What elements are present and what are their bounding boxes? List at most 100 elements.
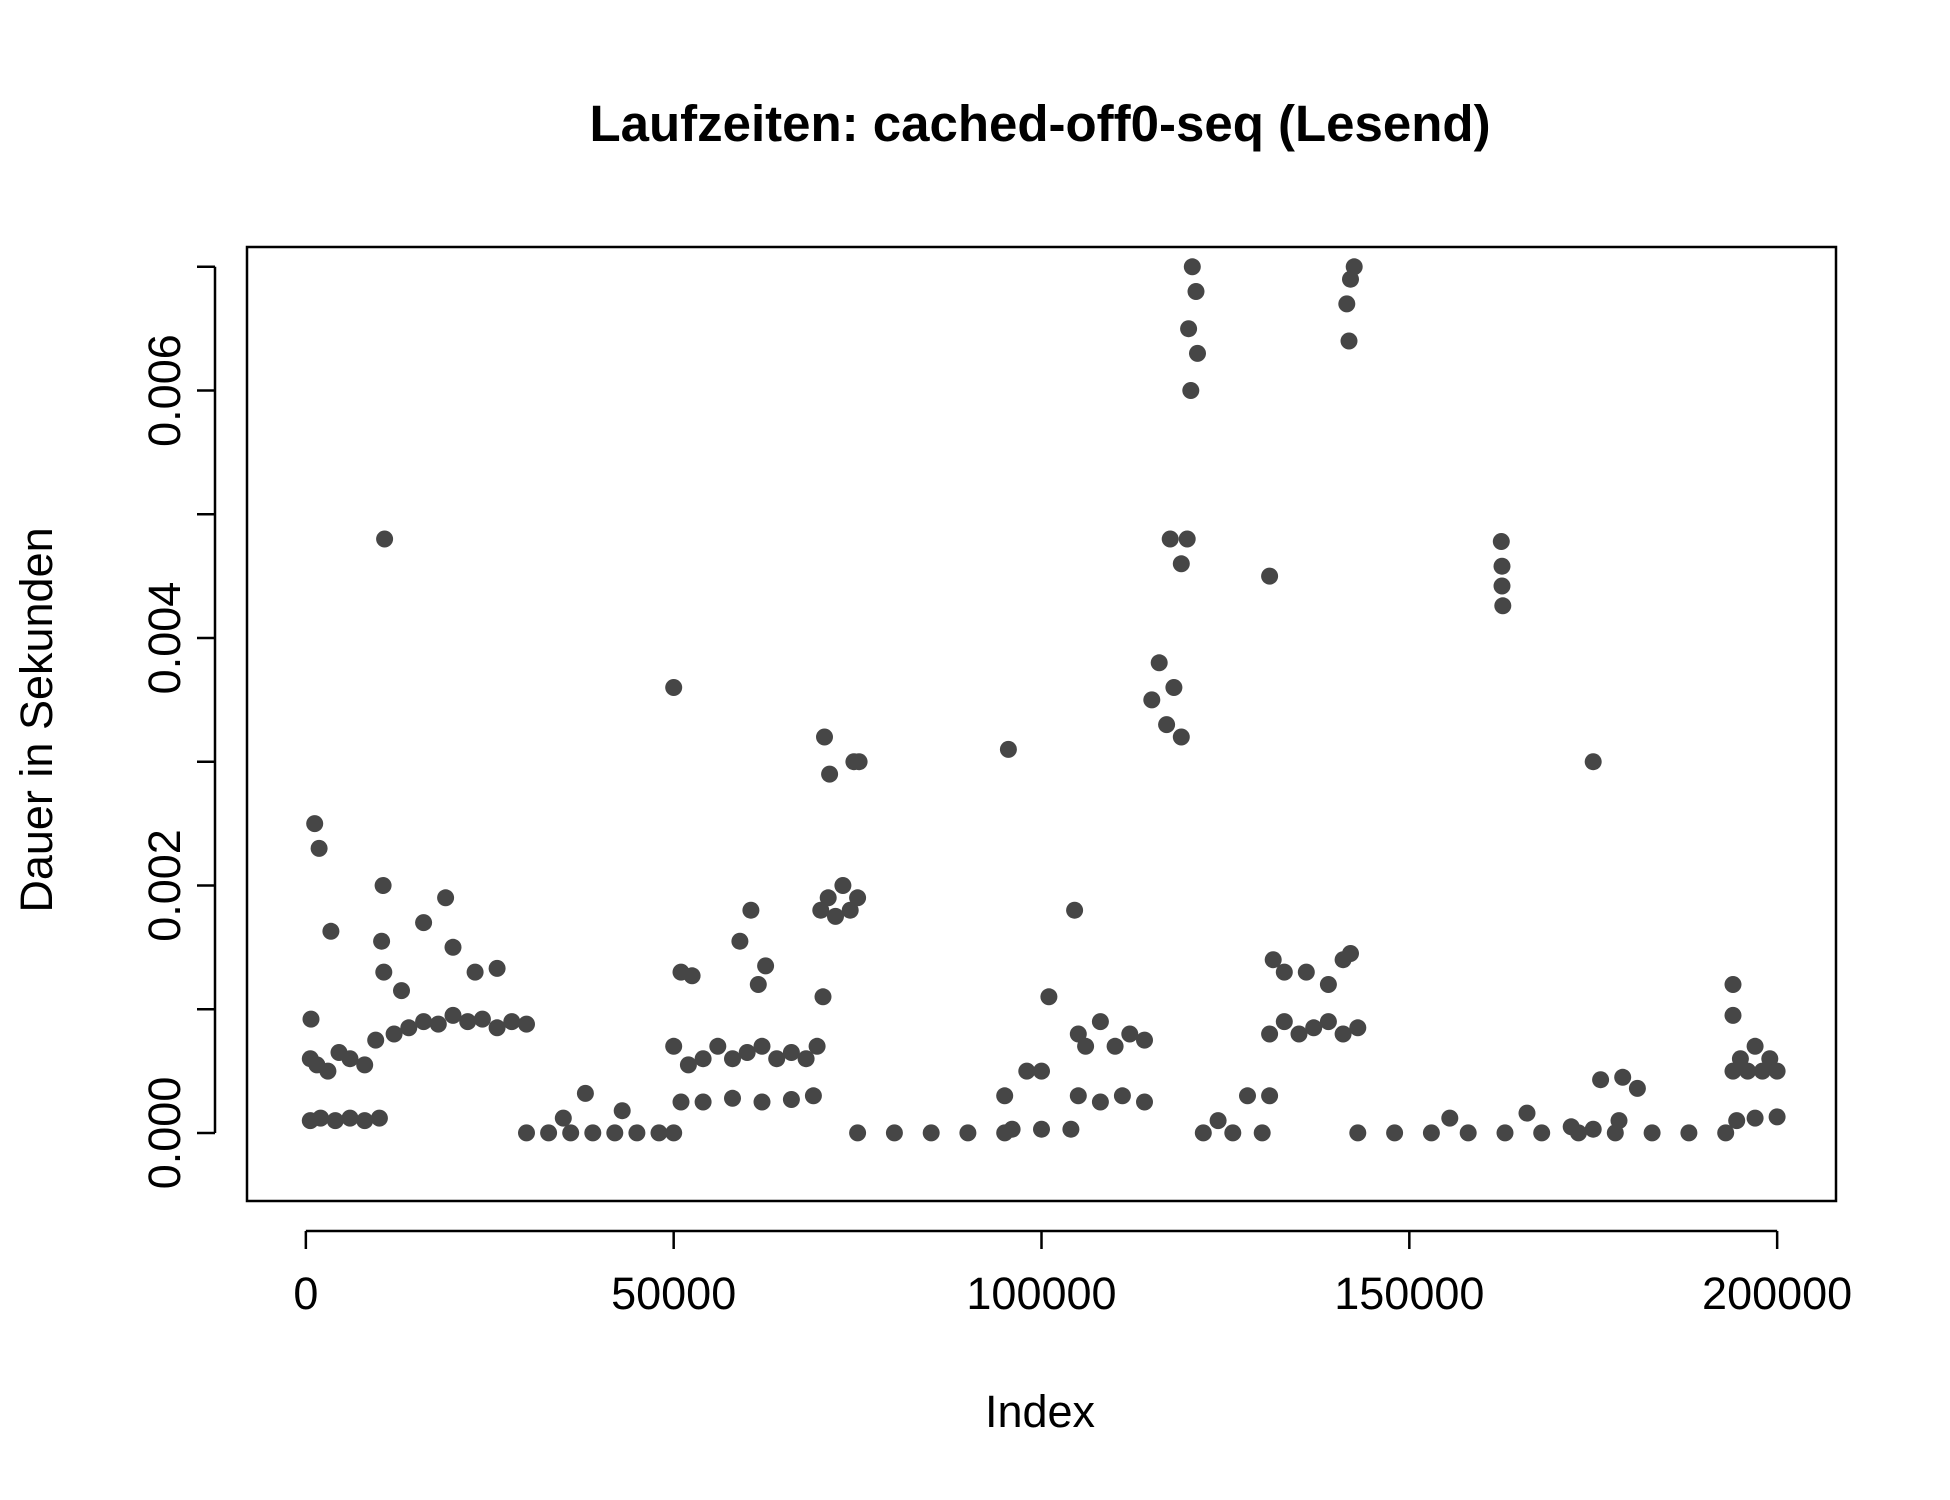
- data-point: [1121, 1025, 1139, 1043]
- data-point: [885, 1124, 903, 1142]
- data-point: [1386, 1124, 1404, 1142]
- data-point: [1066, 901, 1084, 919]
- data-point: [1459, 1124, 1477, 1142]
- data-point: [1136, 1031, 1153, 1049]
- data-point: [1297, 963, 1315, 981]
- data-point: [429, 1015, 447, 1033]
- data-point: [1062, 1120, 1080, 1138]
- data-point: [1180, 320, 1198, 338]
- data-point: [665, 1124, 683, 1142]
- data-point: [679, 1056, 697, 1074]
- data-point: [1592, 1071, 1610, 1089]
- data-point: [709, 1037, 727, 1055]
- data-point: [850, 753, 868, 771]
- data-point: [1717, 1124, 1735, 1142]
- data-point: [694, 1093, 712, 1111]
- data-point: [628, 1124, 646, 1142]
- data-point: [488, 1019, 506, 1037]
- data-point: [319, 1062, 337, 1080]
- data-point: [356, 1056, 374, 1074]
- data-point: [503, 1013, 521, 1031]
- data-point: [922, 1124, 940, 1142]
- data-point: [1275, 963, 1293, 981]
- data-point: [322, 922, 340, 940]
- data-point: [393, 982, 410, 1000]
- data-point: [959, 1124, 977, 1142]
- data-point: [1746, 1109, 1764, 1127]
- data-point: [1319, 976, 1337, 993]
- y-tick-label: 0.006: [139, 334, 190, 447]
- data-point: [1614, 1068, 1632, 1086]
- data-point: [804, 1087, 822, 1105]
- data-point: [1334, 1025, 1352, 1043]
- data-point: [753, 1037, 771, 1055]
- data-point: [1724, 1006, 1742, 1024]
- data-point: [1338, 295, 1356, 313]
- data-point: [518, 1015, 535, 1033]
- data-point: [1106, 1037, 1124, 1055]
- data-point: [1069, 1087, 1087, 1105]
- data-point: [1033, 1120, 1050, 1138]
- data-point: [302, 1010, 320, 1028]
- data-point: [1643, 1124, 1661, 1142]
- data-point: [415, 914, 433, 932]
- data-point: [1422, 1124, 1440, 1142]
- data-point: [584, 1124, 602, 1142]
- data-point: [1077, 1037, 1095, 1055]
- data-point: [1342, 945, 1359, 962]
- data-point: [373, 932, 391, 950]
- data-point: [1349, 1124, 1367, 1142]
- data-point: [1493, 577, 1511, 595]
- chart-title: Laufzeiten: cached-off0-seq (Lesend): [589, 95, 1490, 152]
- data-point: [326, 1112, 344, 1130]
- data-point: [1136, 1093, 1153, 1111]
- data-point: [1319, 1013, 1337, 1031]
- data-points: [301, 258, 1786, 1142]
- data-point: [1178, 530, 1196, 548]
- x-tick-label: 50000: [611, 1268, 736, 1319]
- data-point: [606, 1124, 624, 1142]
- data-point: [1091, 1093, 1109, 1111]
- data-point: [650, 1124, 668, 1142]
- data-point: [1610, 1112, 1628, 1130]
- y-tick-label: 0.000: [139, 1077, 190, 1190]
- y-axis: 0.000 0.002 0.004 0.006: [139, 265, 217, 1190]
- data-point: [782, 1044, 800, 1061]
- data-point: [1345, 258, 1363, 276]
- data-point: [341, 1109, 359, 1127]
- x-tick-label: 150000: [1334, 1268, 1484, 1319]
- data-point: [738, 1044, 756, 1061]
- plot-frame: [245, 245, 1838, 1203]
- data-point: [306, 815, 324, 833]
- data-point: [1340, 332, 1358, 350]
- x-axis-label: Index: [985, 1386, 1096, 1437]
- data-point: [488, 959, 506, 977]
- data-point: [385, 1025, 403, 1043]
- data-point: [473, 1010, 491, 1028]
- data-point: [444, 938, 462, 956]
- data-point: [576, 1084, 594, 1102]
- data-point: [849, 889, 867, 907]
- data-point: [1746, 1037, 1764, 1055]
- data-point: [1183, 258, 1201, 276]
- data-point: [1165, 679, 1183, 696]
- data-point: [1189, 344, 1206, 362]
- data-point: [1194, 1124, 1212, 1142]
- data-point: [849, 1124, 867, 1142]
- data-point: [310, 839, 328, 857]
- data-point: [1518, 1104, 1536, 1122]
- y-axis-label: Dauer in Sekunden: [11, 527, 62, 912]
- data-point: [742, 901, 760, 919]
- data-point: [1069, 1025, 1087, 1043]
- data-point: [1628, 1079, 1646, 1097]
- data-point: [749, 976, 767, 993]
- data-point: [1033, 1062, 1050, 1080]
- data-point: [374, 877, 392, 894]
- data-point: [1739, 1062, 1757, 1080]
- data-point: [466, 963, 484, 981]
- data-point: [1091, 1013, 1109, 1031]
- data-point: [367, 1031, 385, 1049]
- data-point: [1493, 557, 1511, 575]
- data-point: [1253, 1124, 1271, 1142]
